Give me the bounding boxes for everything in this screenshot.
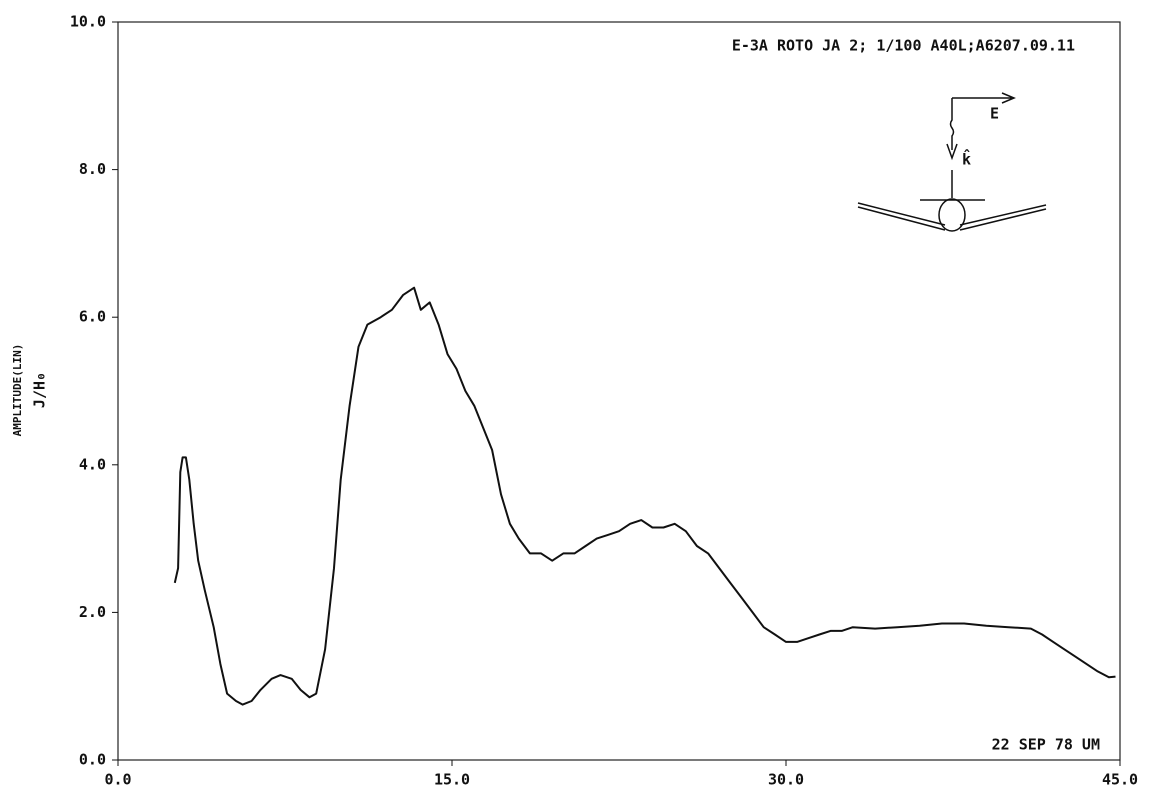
y-tick-label: 10.0 — [70, 13, 106, 31]
y-axis-label: J/H₀ — [31, 372, 49, 408]
y-tick-label: 6.0 — [79, 308, 106, 326]
annotation: k̂ — [962, 148, 971, 168]
x-tick-label: 45.0 — [1102, 771, 1138, 789]
x-tick-label: 15.0 — [434, 771, 470, 789]
aircraft-diagram — [857, 92, 1047, 232]
y-tick-label: 8.0 — [79, 160, 106, 178]
annotation: 22 SEP 78 UM — [992, 736, 1100, 754]
annotation: E — [990, 105, 999, 123]
y-tick-label: 0.0 — [79, 751, 106, 769]
y-tick-label: 2.0 — [79, 603, 106, 621]
data-line — [173, 286, 1116, 706]
y-axis-label: AMPLITUDE(LIN) — [11, 344, 24, 437]
x-tick-label: 30.0 — [768, 771, 804, 789]
y-tick-label: 4.0 — [79, 455, 106, 473]
plot-frame — [117, 21, 1121, 761]
annotation: E-3A ROTO JA 2; 1/100 A40L;A6207.09.11 — [732, 37, 1075, 55]
x-tick-label: 0.0 — [104, 771, 131, 789]
